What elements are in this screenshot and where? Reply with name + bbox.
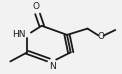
- Text: N: N: [49, 62, 56, 71]
- Text: O: O: [32, 2, 39, 11]
- Text: HN: HN: [13, 30, 26, 39]
- Text: O: O: [97, 32, 104, 41]
